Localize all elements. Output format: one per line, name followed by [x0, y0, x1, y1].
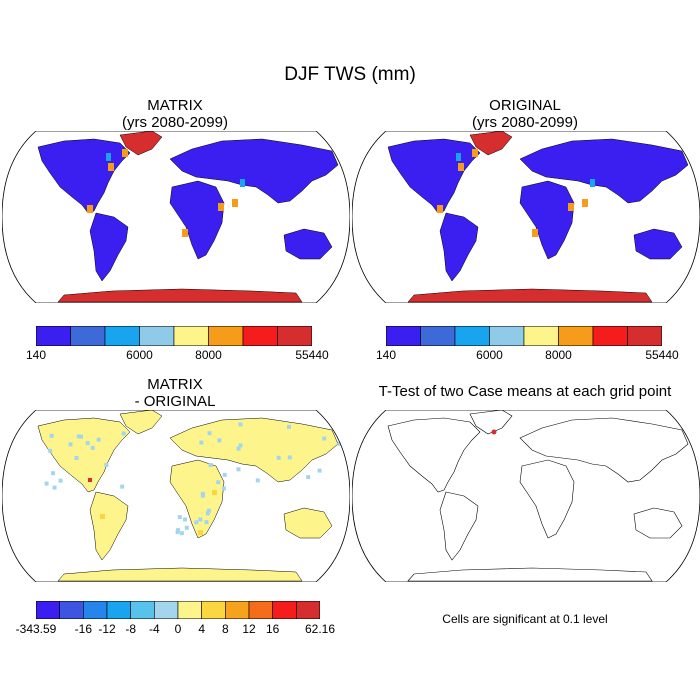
colorbar-label: 8000 [545, 348, 572, 362]
colorbar-swatch [83, 601, 108, 619]
colorbar-swatch [296, 601, 320, 619]
colorbar-swatch [489, 326, 525, 346]
colorbar-swatch [106, 601, 131, 619]
colorbar-label: 0 [174, 622, 182, 636]
colorbar-label: 12 [242, 622, 256, 636]
colorbar-swatch [130, 601, 155, 619]
colorbar-label: -4 [148, 622, 160, 636]
colorbar-swatch [36, 326, 71, 346]
colorbar-swatch [70, 326, 106, 346]
difference-title-line1: MATRIX [147, 376, 203, 393]
colorbar-label: -8 [125, 622, 136, 636]
colorbar-label: 8000 [195, 348, 222, 362]
colorbar-swatch [36, 601, 60, 619]
colorbar-swatch [523, 326, 559, 346]
colorbar-swatch [139, 326, 175, 346]
colorbar-label: 8 [221, 622, 229, 636]
colorbar-label: -12 [98, 622, 116, 636]
colorbar-swatch [59, 601, 84, 619]
colorbar-swatch [242, 326, 278, 346]
matrix-title-line1: MATRIX [147, 97, 203, 114]
colorbar-label: 6000 [126, 348, 153, 362]
colorbar-label: 6000 [476, 348, 503, 362]
matrix-map [2, 131, 350, 303]
colorbar-label: -16 [74, 622, 92, 636]
original-title-line1: ORIGINAL [489, 97, 561, 114]
colorbar-swatch [173, 326, 209, 346]
original-colorbar [386, 326, 662, 346]
colorbar-swatch [454, 326, 490, 346]
figure-title: DJF TWS (mm) [284, 64, 416, 85]
difference-title-line2: - ORIGINAL [134, 393, 216, 410]
colorbar-swatch [420, 326, 456, 346]
colorbar-swatch [558, 326, 594, 346]
ttest-significance-note: Cells are significant at 0.1 level [442, 612, 608, 626]
colorbar-label: 4 [198, 622, 205, 636]
colorbar-label: 55440 [645, 348, 679, 362]
colorbar-label: 140 [375, 348, 397, 362]
colorbar-swatch [177, 601, 202, 619]
ttest-panel-title: T-Test of two Case means at each grid po… [378, 383, 672, 400]
difference-map [2, 410, 350, 582]
colorbar-swatch [592, 326, 628, 346]
colorbar-swatch [277, 326, 312, 346]
matrix-panel-title: MATRIX (yrs 2080-2099) [75, 97, 275, 131]
colorbar-swatch [248, 601, 273, 619]
colorbar-swatch [154, 601, 179, 619]
colorbar-swatch [225, 601, 250, 619]
matrix-title-line2: (yrs 2080-2099) [122, 114, 228, 131]
colorbar-swatch [201, 601, 226, 619]
matrix-colorbar [36, 326, 312, 346]
colorbar-swatch [627, 326, 662, 346]
colorbar-label: 55440 [295, 348, 329, 362]
colorbar-swatch [104, 326, 140, 346]
difference-colorbar [36, 601, 320, 619]
colorbar-label: 16 [265, 622, 280, 636]
colorbar-label: 140 [25, 348, 47, 362]
ttest-map [352, 410, 700, 582]
colorbar-swatch [208, 326, 244, 346]
original-panel-title: ORIGINAL (yrs 2080-2099) [425, 97, 625, 131]
difference-panel-title: MATRIX - ORIGINAL [75, 376, 275, 410]
original-map [352, 131, 700, 303]
colorbar-label: 62.16 [304, 622, 336, 636]
original-title-line2: (yrs 2080-2099) [472, 114, 578, 131]
colorbar-swatch [386, 326, 421, 346]
colorbar-swatch [272, 601, 297, 619]
colorbar-label: -343.59 [15, 622, 57, 636]
